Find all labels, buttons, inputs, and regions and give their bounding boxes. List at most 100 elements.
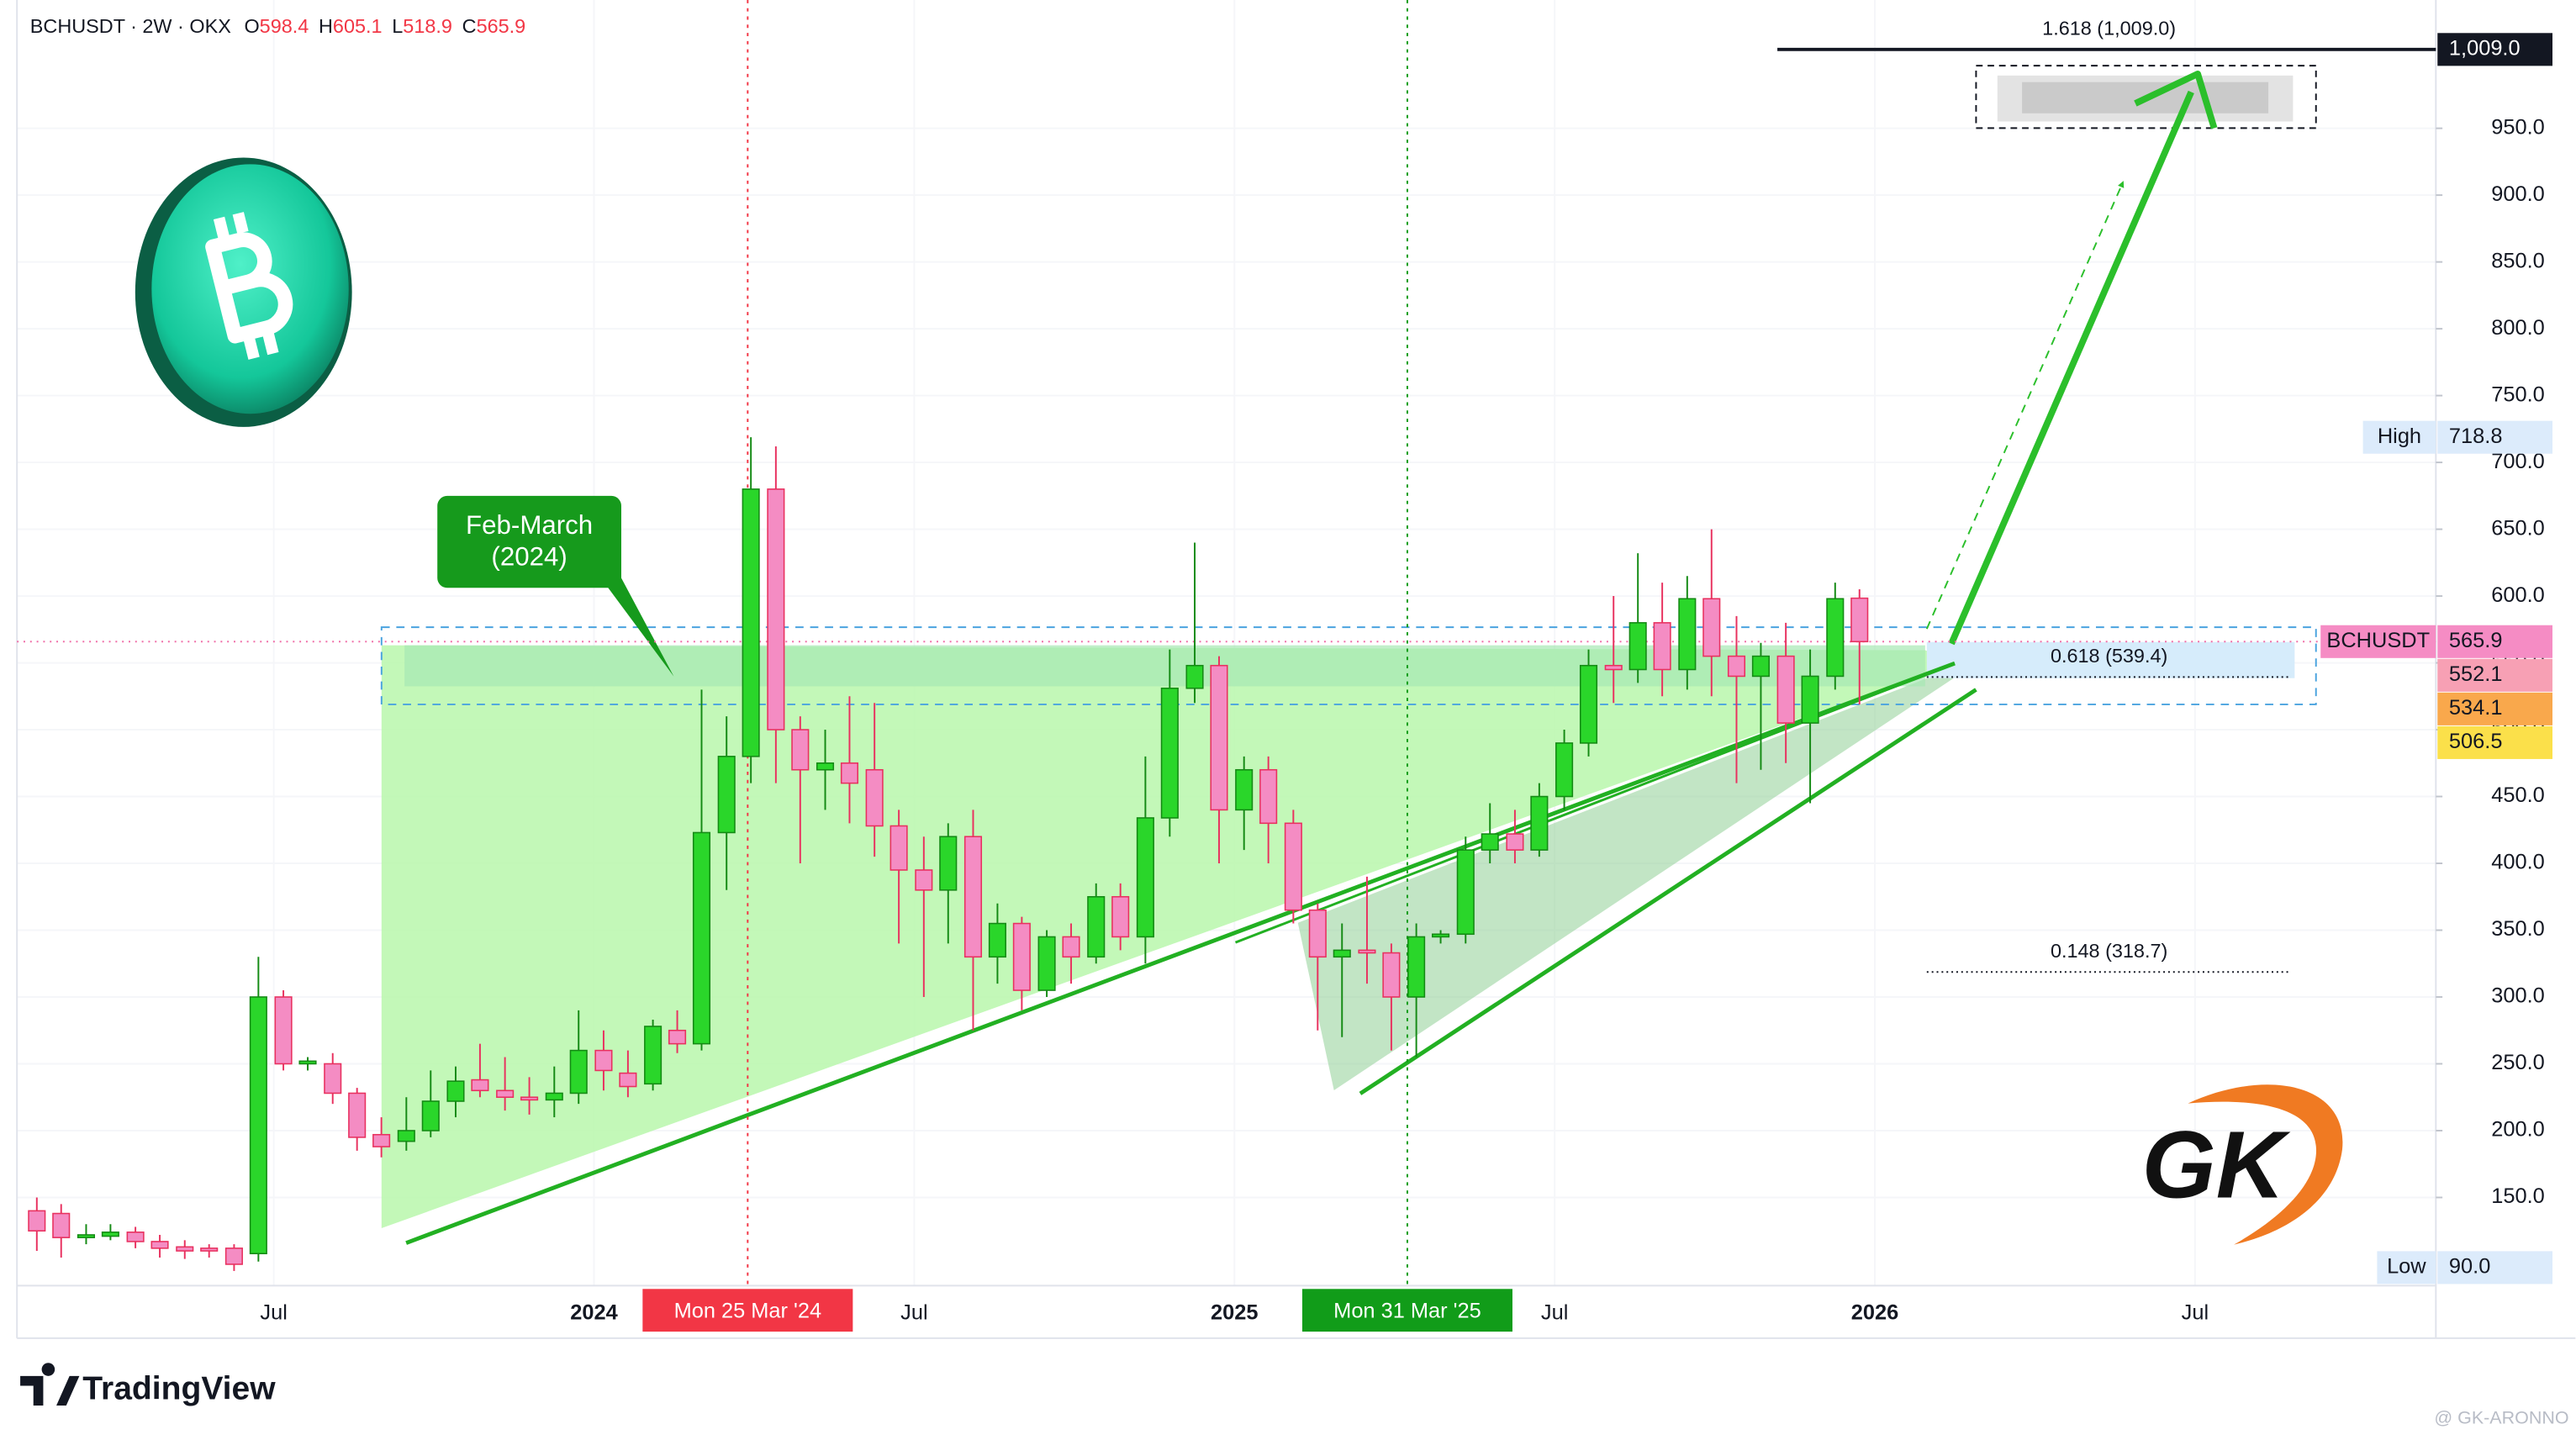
y-tick-label: 300.0 [2491, 984, 2545, 1008]
gk-logo: GK [2142, 1084, 2343, 1245]
watermark: @ GK-ARONNO [2434, 1407, 2568, 1427]
candle-body [594, 1049, 613, 1072]
marker-label-bg [642, 1289, 853, 1332]
candle-body [1111, 895, 1130, 938]
candle-body [1358, 949, 1376, 954]
candle-body [692, 831, 711, 1045]
candle-body [1801, 675, 1819, 724]
callout-text: Feb-March [466, 510, 593, 540]
callout-box [437, 495, 674, 677]
price-label-bg [2437, 420, 2553, 454]
price-name: High [2378, 425, 2421, 448]
candle-body [52, 1212, 71, 1238]
price-name-bg [2377, 1251, 2436, 1284]
candle-body [644, 1026, 662, 1085]
coin-logo [135, 157, 352, 427]
price-label-bg [2437, 725, 2553, 759]
price-label-bg [2437, 658, 2553, 692]
fib-label: 0.148 (318.7) [2051, 940, 2167, 962]
ohlc-value: 605.1 [333, 15, 383, 37]
candle-body [1826, 598, 1845, 678]
candle-body [742, 488, 760, 757]
marker-label-bg [1301, 1289, 1512, 1332]
candle-body [1702, 598, 1721, 657]
fib-box [1926, 641, 2295, 678]
candle-body [200, 1247, 219, 1252]
candle-body [1579, 664, 1598, 744]
candle-body [28, 1210, 46, 1232]
target-frame [1975, 65, 2317, 129]
candle-body [348, 1092, 367, 1138]
y-tick-label: 250.0 [2491, 1051, 2545, 1074]
candle-body [150, 1241, 169, 1249]
x-tick-label: 2025 [1211, 1300, 1258, 1324]
candle-body [1432, 933, 1450, 938]
arrow-head [2134, 70, 2218, 129]
candle-body [1012, 922, 1031, 991]
x-tick-label: 2026 [1851, 1300, 1898, 1324]
candle-body [274, 996, 293, 1065]
candle-body [397, 1130, 415, 1142]
y-tick-label: 850.0 [2491, 249, 2545, 272]
candle-body [889, 825, 908, 871]
y-tick-label: 600.0 [2491, 583, 2545, 607]
price-name: BCHUSDT [2326, 629, 2430, 652]
candle-body [446, 1080, 465, 1102]
ohlc-key: L [392, 15, 403, 37]
logo-text: GK [2142, 1112, 2291, 1219]
trendline [405, 661, 1956, 1245]
candle-body [496, 1089, 515, 1099]
tv-brand: TradingView [20, 1363, 276, 1407]
candle-body [1308, 909, 1327, 958]
candle-body [1776, 655, 1795, 724]
candle-body [1210, 664, 1228, 811]
y-tick-label: 200.0 [2491, 1118, 2545, 1142]
candle-body [1062, 936, 1080, 958]
candle-body [298, 1060, 317, 1065]
candle-body [1751, 655, 1770, 678]
candle-body [1407, 936, 1426, 998]
candle-body [1604, 664, 1623, 671]
candle-body [1678, 598, 1697, 671]
candle-body [471, 1079, 489, 1092]
zone-frame [380, 626, 2317, 705]
candle-body [1284, 822, 1302, 911]
ohlc-value: 565.9 [477, 15, 526, 37]
shaded-triangle [1297, 653, 1991, 1090]
candle-body [1235, 768, 1254, 811]
candle-body [1456, 849, 1475, 936]
candle-body [1382, 952, 1401, 998]
price-name: Low [2387, 1255, 2426, 1279]
x-tick-label: 2024 [570, 1300, 617, 1324]
candle-body [1481, 833, 1499, 851]
x-tick-label: Jul [2182, 1300, 2209, 1324]
candle-body [101, 1232, 119, 1237]
candle-body [1185, 664, 1204, 689]
y-tick-label: 650.0 [2491, 516, 2545, 540]
projection-arrow [1925, 181, 2125, 630]
candle-body [372, 1133, 391, 1147]
candle-body [1087, 895, 1106, 958]
candle-body [1037, 936, 1056, 991]
x-tick-label: Jul [1541, 1300, 1568, 1324]
y-tick-label: 400.0 [2491, 851, 2545, 874]
price-label: 1,009.0 [2449, 37, 2521, 61]
candle-body [1727, 655, 1746, 678]
candle-body [939, 836, 958, 891]
symbol: BCHUSDT · 2W · OKX [30, 15, 231, 37]
price-label: 506.5 [2449, 730, 2503, 753]
callout-text: (2024) [491, 541, 567, 571]
candle-body [1653, 622, 1671, 671]
price-name-bg [2320, 625, 2436, 658]
candle-body [1506, 833, 1524, 851]
candle-body [77, 1234, 96, 1238]
drawings [380, 65, 2317, 1245]
logo-swoosh [2188, 1084, 2343, 1245]
price-label-bg [2437, 33, 2553, 66]
marker-label: Mon 31 Mar '25 [1333, 1299, 1481, 1322]
zone-band [404, 645, 1925, 687]
candle-body [569, 1049, 588, 1095]
candle-body [324, 1063, 342, 1095]
